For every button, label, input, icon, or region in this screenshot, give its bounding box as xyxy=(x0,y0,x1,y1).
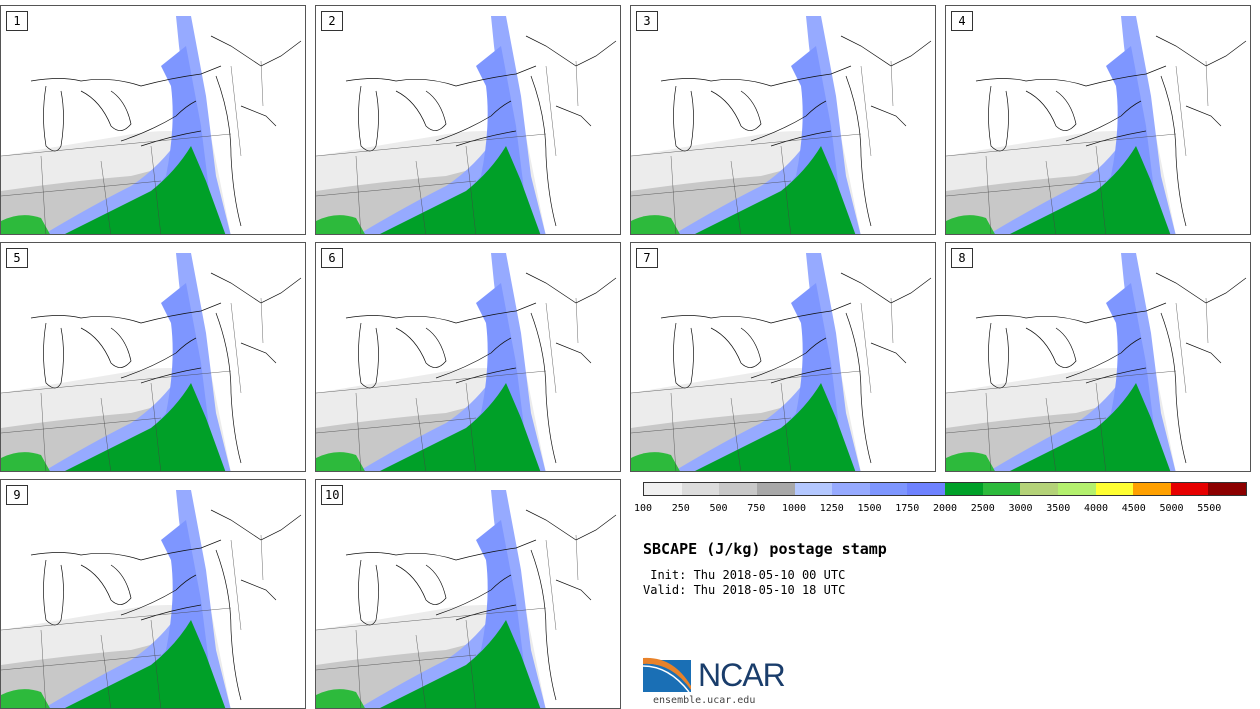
colorbar-tick: 4500 xyxy=(1121,503,1146,514)
map-panel-3: 3 xyxy=(630,5,936,235)
panel-number-label: 9 xyxy=(6,485,28,505)
panel-number-label: 10 xyxy=(321,485,344,505)
sbcape-map xyxy=(631,243,935,471)
ncar-logo-icon xyxy=(643,657,691,693)
panel-number-label: 7 xyxy=(636,248,658,268)
colorbar-tick: 5000 xyxy=(1159,503,1184,514)
sbcape-map xyxy=(1,243,305,471)
site-url: ensemble.ucar.edu xyxy=(653,695,756,706)
map-panel-2: 2 xyxy=(315,5,621,235)
colorbar-tick: 3000 xyxy=(1008,503,1033,514)
colorbar-tick: 5500 xyxy=(1197,503,1222,514)
map-panel-10: 10 xyxy=(315,479,621,709)
colorbar-tick: 3500 xyxy=(1046,503,1071,514)
map-panel-4: 4 xyxy=(945,5,1251,235)
sbcape-map xyxy=(316,480,620,708)
sbcape-map xyxy=(1,480,305,708)
sbcape-map xyxy=(946,6,1250,234)
colorbar-tick: 1750 xyxy=(895,503,920,514)
ncar-logo-text: NCAR xyxy=(698,657,786,693)
colorbar-swatch xyxy=(1133,483,1171,495)
panel-number-label: 6 xyxy=(321,248,343,268)
colorbar-tick: 750 xyxy=(747,503,766,514)
sbcape-map xyxy=(631,6,935,234)
panel-number-label: 3 xyxy=(636,11,658,31)
colorbar xyxy=(643,482,1247,496)
colorbar-tick: 2500 xyxy=(970,503,995,514)
map-panel-5: 5 xyxy=(0,242,306,472)
colorbar-tick: 4000 xyxy=(1083,503,1109,514)
map-panel-6: 6 xyxy=(315,242,621,472)
map-panel-1: 1 xyxy=(0,5,306,235)
valid-time: Valid: Thu 2018-05-10 18 UTC xyxy=(643,583,846,597)
init-time: Init: Thu 2018-05-10 00 UTC xyxy=(643,568,846,582)
colorbar-swatch xyxy=(945,483,983,495)
colorbar-swatch xyxy=(982,483,1021,495)
map-panel-9: 9 xyxy=(0,479,306,709)
sbcape-map xyxy=(1,6,305,234)
panel-number-label: 8 xyxy=(951,248,973,268)
colorbar-tick: 250 xyxy=(671,503,690,514)
colorbar-tick: 2000 xyxy=(932,503,958,514)
colorbar-swatch xyxy=(1020,483,1058,495)
colorbar-swatch xyxy=(794,483,833,495)
map-panel-7: 7 xyxy=(630,242,936,472)
colorbar-swatch xyxy=(832,483,870,495)
plot-title: SBCAPE (J/kg) postage stamp xyxy=(643,540,887,558)
colorbar-tick-labels: 100 250 500 750 1000 1250 1500 1750 2000 2500 3000… xyxy=(634,503,1247,517)
colorbar-swatch xyxy=(719,483,757,495)
colorbar-swatch xyxy=(869,483,908,495)
colorbar-swatch xyxy=(1170,483,1209,495)
map-panel-8: 8 xyxy=(945,242,1251,472)
colorbar-swatch xyxy=(644,483,682,495)
colorbar-tick: 100 xyxy=(633,503,653,514)
panel-number-label: 5 xyxy=(6,248,28,268)
colorbar-swatch xyxy=(1095,483,1134,495)
colorbar-swatch xyxy=(907,483,945,495)
panel-number-label: 4 xyxy=(951,11,973,31)
colorbar-swatch xyxy=(1057,483,1096,495)
panel-number-label: 1 xyxy=(6,11,28,31)
colorbar-tick: 500 xyxy=(709,503,728,514)
colorbar-tick: 1500 xyxy=(857,503,882,514)
sbcape-map xyxy=(316,243,620,471)
colorbar-tick: 1250 xyxy=(819,503,844,514)
colorbar-swatch xyxy=(1208,483,1246,495)
colorbar-swatch xyxy=(681,483,720,495)
colorbar-swatch xyxy=(756,483,795,495)
colorbar-tick: 1000 xyxy=(781,503,807,514)
sbcape-map xyxy=(946,243,1250,471)
sbcape-map xyxy=(316,6,620,234)
panel-number-label: 2 xyxy=(321,11,343,31)
